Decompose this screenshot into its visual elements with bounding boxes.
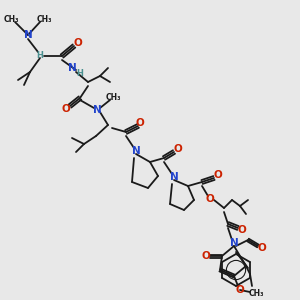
Text: O: O bbox=[214, 170, 222, 180]
Text: CH₃: CH₃ bbox=[3, 14, 19, 23]
Text: O: O bbox=[206, 194, 214, 204]
Text: N: N bbox=[132, 146, 140, 156]
Text: O: O bbox=[202, 251, 210, 261]
Text: O: O bbox=[258, 243, 266, 253]
Text: N: N bbox=[93, 105, 101, 115]
Text: O: O bbox=[174, 144, 182, 154]
Text: N: N bbox=[68, 63, 76, 73]
Text: O: O bbox=[74, 38, 82, 48]
Text: O: O bbox=[236, 285, 244, 295]
Text: O: O bbox=[136, 118, 144, 128]
Text: O: O bbox=[238, 225, 246, 235]
Text: N: N bbox=[24, 30, 32, 40]
Text: CH₃: CH₃ bbox=[105, 94, 121, 103]
Text: CH₃: CH₃ bbox=[36, 14, 52, 23]
Text: N: N bbox=[230, 238, 238, 248]
Text: H: H bbox=[37, 50, 44, 59]
Text: N: N bbox=[169, 172, 178, 182]
Text: H: H bbox=[76, 68, 83, 77]
Text: O: O bbox=[61, 104, 70, 114]
Text: CH₃: CH₃ bbox=[248, 289, 264, 298]
